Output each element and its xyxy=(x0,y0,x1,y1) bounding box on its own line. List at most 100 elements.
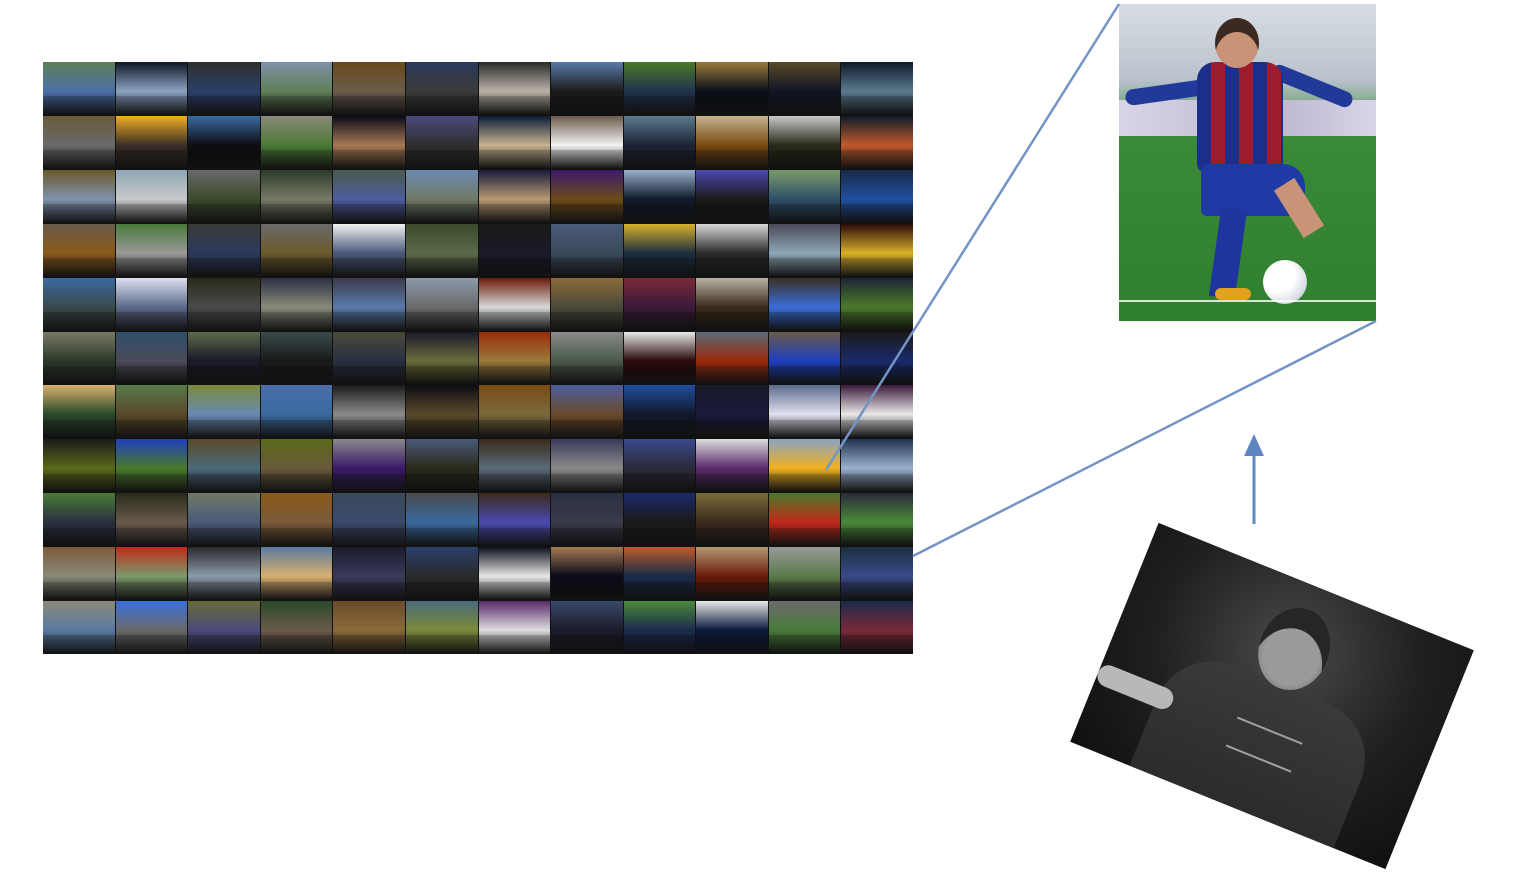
mosaic-tile xyxy=(260,62,333,115)
mosaic-tile xyxy=(768,601,841,654)
mosaic-tile xyxy=(260,493,333,547)
football xyxy=(1263,260,1307,304)
mosaic-tile xyxy=(333,115,405,169)
mosaic-tile xyxy=(551,439,623,493)
mosaic-tile xyxy=(478,439,551,493)
mosaic-tile xyxy=(260,277,333,331)
mosaic-tile xyxy=(551,601,623,654)
mosaic-tile xyxy=(115,493,188,547)
mosaic-tile xyxy=(188,547,260,601)
mosaic-tile xyxy=(188,331,260,385)
mosaic-tile xyxy=(405,115,478,169)
mosaic-tile xyxy=(260,169,333,223)
mosaic-tile xyxy=(405,601,478,654)
mosaic-tile xyxy=(405,223,478,277)
mosaic-tile xyxy=(188,439,260,493)
mosaic-tile xyxy=(623,493,696,547)
mosaic-tile xyxy=(43,547,115,601)
mosaic-tile xyxy=(841,277,913,331)
mosaic-tile xyxy=(623,547,696,601)
mosaic-tile xyxy=(188,115,260,169)
mosaic-tile xyxy=(478,169,551,223)
mosaic-tile xyxy=(623,331,696,385)
mosaic-tile xyxy=(696,547,768,601)
mosaic-tile xyxy=(768,547,841,601)
mosaic-tile xyxy=(696,277,768,331)
mosaic-tile xyxy=(115,169,188,223)
mosaic-tile xyxy=(696,331,768,385)
mosaic-tile xyxy=(405,277,478,331)
query-photo-grayscale xyxy=(1070,522,1474,870)
mosaic-tile xyxy=(768,331,841,385)
mosaic-tile xyxy=(333,493,405,547)
mosaic-tile xyxy=(188,493,260,547)
mosaic-tile xyxy=(405,169,478,223)
mosaic-tile xyxy=(768,493,841,547)
mosaic-tile xyxy=(260,331,333,385)
mosaic-tile xyxy=(260,385,333,439)
mosaic-tile xyxy=(623,601,696,654)
mosaic-tile xyxy=(405,331,478,385)
mosaic-tile xyxy=(768,169,841,223)
mosaic-tile xyxy=(115,439,188,493)
pitch-line xyxy=(1119,300,1376,302)
mosaic-tile xyxy=(696,439,768,493)
mosaic-tile xyxy=(841,169,913,223)
mosaic-tile xyxy=(768,115,841,169)
mosaic-tile xyxy=(478,277,551,331)
mosaic-tile xyxy=(551,223,623,277)
mosaic-tile xyxy=(43,115,115,169)
mosaic-tile xyxy=(115,62,188,115)
mosaic-tile xyxy=(623,439,696,493)
mosaic-tile xyxy=(768,62,841,115)
mosaic-tile xyxy=(478,493,551,547)
mosaic-tile xyxy=(260,601,333,654)
player-boot xyxy=(1215,288,1251,300)
mosaic-tile xyxy=(623,223,696,277)
mosaic-tile xyxy=(551,493,623,547)
mosaic-tile xyxy=(43,331,115,385)
mosaic-tile xyxy=(841,115,913,169)
mosaic-tile xyxy=(696,223,768,277)
mosaic-tile xyxy=(478,223,551,277)
mosaic-tile xyxy=(115,115,188,169)
mosaic-tile xyxy=(260,439,333,493)
mosaic-tile xyxy=(768,385,841,439)
mosaic-tile xyxy=(696,601,768,654)
mosaic-tile xyxy=(551,277,623,331)
mosaic-tile xyxy=(696,169,768,223)
mosaic-tile xyxy=(115,223,188,277)
mosaic-tile xyxy=(405,62,478,115)
retrieved-match-photo xyxy=(1119,4,1376,321)
mosaic-tile xyxy=(478,331,551,385)
mosaic-tile xyxy=(333,277,405,331)
mosaic-tile xyxy=(260,547,333,601)
mosaic-tile xyxy=(768,223,841,277)
mosaic-tile xyxy=(43,385,115,439)
mosaic-tile xyxy=(260,223,333,277)
mosaic-tile xyxy=(478,62,551,115)
query-player-arm xyxy=(1094,661,1177,713)
mosaic-tile xyxy=(188,601,260,654)
mosaic-tile xyxy=(841,547,913,601)
up-arrow-icon xyxy=(1244,434,1264,456)
mosaic-tile xyxy=(841,439,913,493)
mosaic-tile xyxy=(43,169,115,223)
mosaic-tile xyxy=(696,493,768,547)
mosaic-tile xyxy=(841,62,913,115)
mosaic-tile xyxy=(623,169,696,223)
mosaic-tile xyxy=(551,331,623,385)
mosaic-tile xyxy=(551,385,623,439)
mosaic-tile xyxy=(333,385,405,439)
player-leg xyxy=(1208,206,1248,300)
mosaic-tile xyxy=(333,169,405,223)
mosaic-tile xyxy=(696,385,768,439)
zoom-connector-bottom-line xyxy=(912,319,1377,558)
mosaic-tile xyxy=(115,601,188,654)
mosaic-tile xyxy=(551,169,623,223)
mosaic-tile xyxy=(478,115,551,169)
mosaic-tile xyxy=(405,385,478,439)
mosaic-tile xyxy=(478,601,551,654)
mosaic-tile xyxy=(115,547,188,601)
mosaic-tile xyxy=(333,547,405,601)
